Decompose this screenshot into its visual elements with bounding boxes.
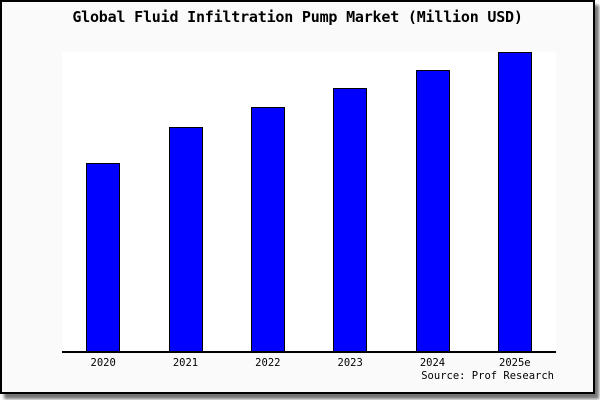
x-tick-label-2025e: 2025e xyxy=(499,357,531,369)
x-tick-label-2023: 2023 xyxy=(337,357,363,369)
bar-2023 xyxy=(333,87,368,351)
x-tick-label-2020: 2020 xyxy=(90,357,116,369)
source-text: Source: Prof Research xyxy=(421,370,554,382)
chart-title: Global Fluid Infiltration Pump Market (M… xyxy=(72,8,523,26)
x-tick-label-2022: 2022 xyxy=(255,357,281,369)
x-axis-labels: 2020 2021 2022 2023 2024 2025e xyxy=(62,357,556,369)
bar-2024 xyxy=(415,69,450,351)
bar-2025e xyxy=(497,52,532,351)
x-tick-label-2021: 2021 xyxy=(172,357,199,369)
x-tick-label-2024: 2024 xyxy=(419,357,446,369)
chart-frame: Global Fluid Infiltration Pump Market (M… xyxy=(0,0,595,394)
bar-2021 xyxy=(168,126,203,351)
bar-2020 xyxy=(86,162,121,351)
plot-area xyxy=(62,52,556,353)
bar-2022 xyxy=(250,107,285,351)
